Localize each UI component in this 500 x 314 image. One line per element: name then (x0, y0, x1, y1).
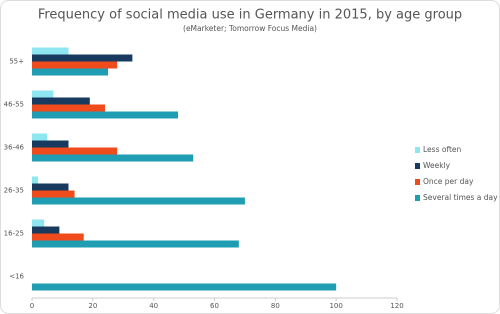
bar (32, 54, 133, 62)
bar (32, 176, 39, 184)
legend-label: Once per day (423, 177, 474, 186)
legend-swatch (415, 195, 420, 201)
bar (32, 197, 245, 205)
bar (32, 183, 69, 191)
x-tick-label: 20 (88, 302, 97, 310)
legend-label: Less often (423, 145, 462, 154)
bar (32, 190, 75, 198)
y-tick-label: 55+ (9, 58, 24, 66)
x-tick-label: 120 (390, 302, 403, 310)
y-tick-label: 16-25 (4, 230, 24, 238)
x-tick-label: 40 (149, 302, 158, 310)
legend-swatch (415, 179, 420, 185)
bar (32, 219, 45, 227)
bar (32, 233, 84, 241)
x-tick-label: 60 (210, 302, 219, 310)
bar (32, 283, 337, 291)
chart-subtitle: (eMarketer; Tomorrow Focus Media) (183, 24, 317, 33)
bar (32, 140, 69, 148)
bar (32, 61, 118, 69)
legend-label: Weekly (423, 161, 451, 170)
legend-swatch (415, 147, 420, 153)
chart-title: Frequency of social media use in Germany… (38, 8, 462, 23)
legend-label: Several times a day (423, 193, 498, 202)
bar (32, 47, 69, 55)
bar (32, 240, 239, 248)
bar (32, 133, 48, 141)
bar (32, 147, 118, 155)
x-tick-label: 80 (271, 302, 280, 310)
bar (32, 226, 60, 234)
bar (32, 111, 178, 119)
bar (32, 104, 105, 112)
y-tick-label: 46-55 (4, 101, 24, 109)
bar (32, 68, 109, 76)
bar (32, 90, 54, 98)
bar (32, 154, 194, 162)
bar (32, 97, 90, 105)
y-tick-label: 36-46 (4, 144, 25, 152)
legend-swatch (415, 163, 420, 169)
y-tick-label: 26-35 (4, 187, 24, 195)
x-tick-label: 0 (30, 302, 34, 310)
y-tick-label: <16 (9, 273, 24, 281)
x-tick-label: 100 (329, 302, 342, 310)
